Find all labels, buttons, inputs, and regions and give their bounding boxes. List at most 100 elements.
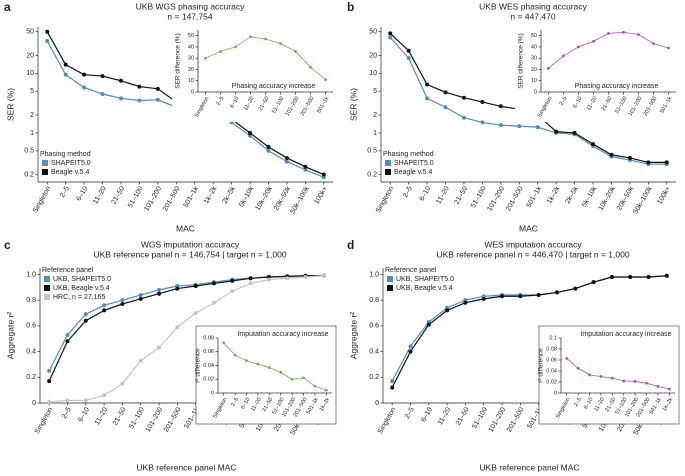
data-point	[102, 308, 107, 313]
data-point	[573, 286, 578, 291]
y-tick-label: 2	[373, 112, 377, 119]
data-point	[664, 160, 669, 165]
data-point	[267, 366, 271, 369]
y-tick-label: 2	[30, 112, 34, 119]
data-point	[266, 145, 271, 150]
legend-label: SHAPEIT5.0	[394, 160, 434, 167]
x-tick-label: 201–500	[505, 185, 525, 212]
x-tick-label: 101–200	[145, 406, 165, 433]
panel-label: c	[4, 238, 11, 252]
y-tick-label: 10	[531, 78, 537, 84]
x-axis-title: UKB reference panel MAC	[479, 462, 579, 472]
data-point	[406, 48, 411, 53]
data-point	[607, 31, 610, 35]
data-point	[222, 341, 226, 345]
data-point	[480, 120, 485, 125]
y-tick-label: 1	[30, 130, 34, 137]
data-point	[138, 293, 143, 297]
data-point	[461, 95, 466, 100]
legend-label: Beagle v.5.4	[394, 169, 433, 176]
x-tick-label: 2–5	[59, 185, 71, 199]
data-point	[591, 280, 596, 285]
y-axis-title: SER (%)	[5, 88, 15, 121]
x-tick-label: 2–5	[216, 96, 226, 107]
y-tick-label: 5	[30, 88, 34, 95]
inset-frame	[515, 22, 679, 122]
x-tick-label: 6–10	[420, 406, 434, 423]
data-point	[219, 50, 222, 53]
chart-subtitle: UKB reference panel n = 446,470 | target…	[436, 249, 629, 259]
inset-frame	[195, 325, 337, 425]
x-tick-label: 2k–5k	[565, 185, 581, 205]
chart-title: UKB WES phasing accuracy	[479, 1, 587, 11]
data-point	[309, 65, 312, 69]
data-point	[313, 384, 317, 388]
data-point	[517, 124, 522, 129]
data-point	[155, 86, 160, 91]
data-point	[576, 366, 580, 370]
inset-y-axis-title: SER difference (%)	[175, 33, 182, 89]
panel-label: b	[347, 0, 354, 14]
chart-title: WGS imputation accuracy	[141, 239, 240, 249]
series-line	[223, 342, 327, 391]
data-point	[248, 130, 253, 135]
y-tick-label: 0.6	[369, 323, 379, 330]
y-tick-label: 0.1	[549, 335, 557, 341]
legend-label: HRC, n = 27,165	[53, 294, 105, 301]
x-tick-label: 11–20	[94, 406, 110, 426]
data-point	[100, 74, 105, 79]
data-point	[535, 125, 540, 130]
data-point	[256, 362, 260, 366]
data-point	[266, 148, 271, 153]
y-tick-label: 0.02	[203, 377, 214, 383]
x-tick-label: 21–50	[112, 406, 128, 426]
legend-title: Phasing method	[383, 151, 434, 158]
x-tick-label: 6–10	[229, 96, 240, 110]
data-point	[554, 129, 559, 134]
data-point	[461, 115, 466, 120]
x-tick-label: Singleton	[32, 185, 53, 214]
x-tick-label: 1k–2k	[546, 185, 562, 205]
inset-y-axis-title: r² difference	[195, 348, 202, 383]
series-line	[566, 358, 670, 390]
y-tick-label: 0.08	[203, 335, 214, 341]
y-tick-label: 50	[531, 33, 537, 39]
x-tick-label: 1k–2k	[203, 185, 219, 205]
x-tick-label: 501–1k	[183, 185, 201, 209]
data-point	[599, 375, 603, 378]
x-tick-label: 100k+	[313, 185, 329, 205]
x-tick-label: 6–10	[572, 96, 583, 110]
x-tick-label: 2–5	[61, 406, 73, 420]
y-tick-label: 0.08	[546, 346, 557, 352]
inset-annotation: Imputation accuracy increase	[237, 331, 328, 338]
data-point	[408, 344, 413, 349]
inset-frame	[172, 22, 336, 122]
data-point	[294, 50, 297, 53]
y-tick-label: 0	[554, 390, 557, 396]
legend-label: UKB, SHAPEIT5.0	[53, 276, 111, 283]
y-tick-label: 0.02	[546, 379, 557, 385]
data-point	[302, 376, 305, 380]
legend-swatch	[44, 294, 50, 300]
y-tick-label: 30	[188, 56, 194, 62]
y-tick-label: 0.8	[369, 297, 379, 304]
data-point	[82, 85, 87, 90]
y-tick-label: 0.5	[367, 148, 377, 155]
data-point	[463, 300, 468, 305]
data-point	[118, 96, 123, 101]
x-tick-label: 201–500	[506, 406, 526, 433]
data-point	[157, 291, 162, 296]
legend-swatch	[42, 169, 48, 175]
y-tick-label: 1.0	[26, 271, 36, 278]
inset-y-axis-title: SER difference (%)	[518, 33, 525, 89]
data-point	[248, 276, 253, 281]
data-point	[45, 29, 50, 34]
y-axis-title: SER (%)	[348, 88, 358, 121]
x-tick-label: 101–200	[143, 185, 163, 212]
chart-title: UKB WGS phasing accuracy	[136, 1, 245, 11]
data-point	[536, 293, 541, 297]
y-tick-label: 40	[188, 44, 194, 50]
y-tick-label: 50	[369, 29, 377, 36]
x-axis-title: MAC	[519, 223, 538, 233]
x-tick-label: 101–200	[488, 406, 508, 433]
